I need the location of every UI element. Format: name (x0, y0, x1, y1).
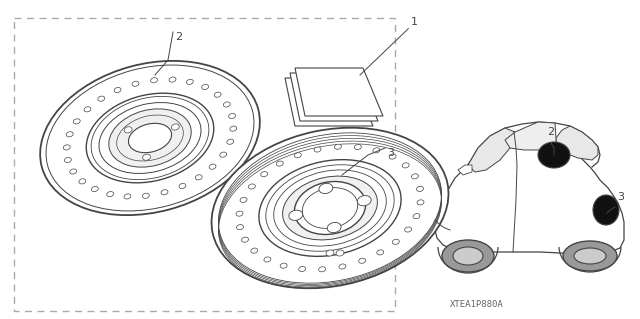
Ellipse shape (563, 241, 617, 271)
Ellipse shape (223, 102, 230, 107)
Ellipse shape (109, 109, 191, 167)
Ellipse shape (63, 145, 70, 150)
Ellipse shape (389, 154, 396, 159)
Ellipse shape (283, 176, 378, 240)
Ellipse shape (299, 266, 306, 271)
Ellipse shape (339, 264, 346, 269)
Ellipse shape (377, 250, 384, 255)
Polygon shape (435, 140, 624, 254)
Ellipse shape (404, 227, 412, 232)
Ellipse shape (202, 85, 209, 90)
Ellipse shape (237, 225, 243, 230)
Ellipse shape (114, 87, 121, 93)
Ellipse shape (260, 172, 268, 177)
Ellipse shape (240, 197, 247, 203)
Text: 3: 3 (617, 192, 624, 202)
Bar (14, 18, 395, 311)
Ellipse shape (186, 79, 193, 85)
Ellipse shape (107, 191, 114, 197)
Ellipse shape (294, 182, 365, 234)
Ellipse shape (161, 190, 168, 195)
Ellipse shape (67, 132, 73, 137)
Ellipse shape (179, 183, 186, 189)
Polygon shape (290, 73, 378, 121)
Ellipse shape (402, 163, 409, 168)
Ellipse shape (98, 96, 105, 101)
Ellipse shape (236, 211, 243, 216)
Text: 2: 2 (175, 32, 182, 42)
Polygon shape (468, 128, 515, 172)
Ellipse shape (264, 257, 271, 262)
Ellipse shape (453, 247, 483, 265)
Ellipse shape (172, 124, 179, 130)
Text: 1: 1 (412, 17, 419, 27)
Ellipse shape (143, 154, 150, 160)
Ellipse shape (574, 248, 606, 264)
Ellipse shape (314, 147, 321, 152)
Ellipse shape (593, 195, 619, 225)
Text: 3: 3 (387, 148, 394, 158)
Ellipse shape (92, 186, 99, 192)
Ellipse shape (209, 164, 216, 169)
Ellipse shape (319, 267, 326, 272)
Ellipse shape (412, 174, 419, 179)
Ellipse shape (241, 237, 248, 242)
Ellipse shape (289, 210, 303, 220)
Ellipse shape (251, 248, 258, 253)
Ellipse shape (124, 194, 131, 199)
Ellipse shape (227, 139, 234, 144)
Ellipse shape (124, 127, 132, 133)
Ellipse shape (538, 142, 570, 168)
Ellipse shape (259, 160, 401, 256)
Ellipse shape (65, 157, 71, 163)
Ellipse shape (417, 186, 424, 191)
Ellipse shape (230, 126, 237, 131)
Ellipse shape (327, 222, 341, 233)
Polygon shape (458, 165, 472, 175)
Ellipse shape (150, 78, 157, 83)
Polygon shape (505, 122, 556, 150)
Ellipse shape (70, 169, 77, 174)
Ellipse shape (319, 183, 333, 194)
Ellipse shape (211, 128, 449, 288)
Ellipse shape (413, 214, 420, 219)
Ellipse shape (335, 144, 341, 149)
Ellipse shape (40, 61, 260, 215)
Ellipse shape (326, 250, 334, 256)
Ellipse shape (214, 92, 221, 97)
Ellipse shape (220, 152, 227, 157)
Ellipse shape (417, 200, 424, 205)
Ellipse shape (84, 107, 91, 112)
Ellipse shape (357, 196, 371, 206)
Ellipse shape (358, 258, 365, 263)
Ellipse shape (132, 81, 139, 86)
Ellipse shape (280, 263, 287, 268)
Ellipse shape (373, 148, 380, 153)
Ellipse shape (129, 123, 172, 153)
Ellipse shape (79, 179, 86, 184)
Ellipse shape (392, 239, 399, 244)
Polygon shape (295, 68, 383, 116)
Ellipse shape (355, 145, 362, 150)
Text: 2: 2 (547, 127, 554, 137)
Ellipse shape (336, 250, 344, 256)
Text: XTEA1P880A: XTEA1P880A (450, 300, 504, 309)
Ellipse shape (294, 153, 301, 158)
Ellipse shape (86, 93, 214, 183)
Polygon shape (285, 78, 373, 126)
Ellipse shape (195, 175, 202, 180)
Ellipse shape (143, 193, 149, 198)
Ellipse shape (74, 119, 80, 124)
Ellipse shape (442, 240, 494, 272)
Ellipse shape (248, 184, 255, 189)
Polygon shape (556, 126, 598, 160)
Ellipse shape (276, 161, 284, 166)
Ellipse shape (228, 114, 236, 119)
Ellipse shape (169, 77, 176, 82)
